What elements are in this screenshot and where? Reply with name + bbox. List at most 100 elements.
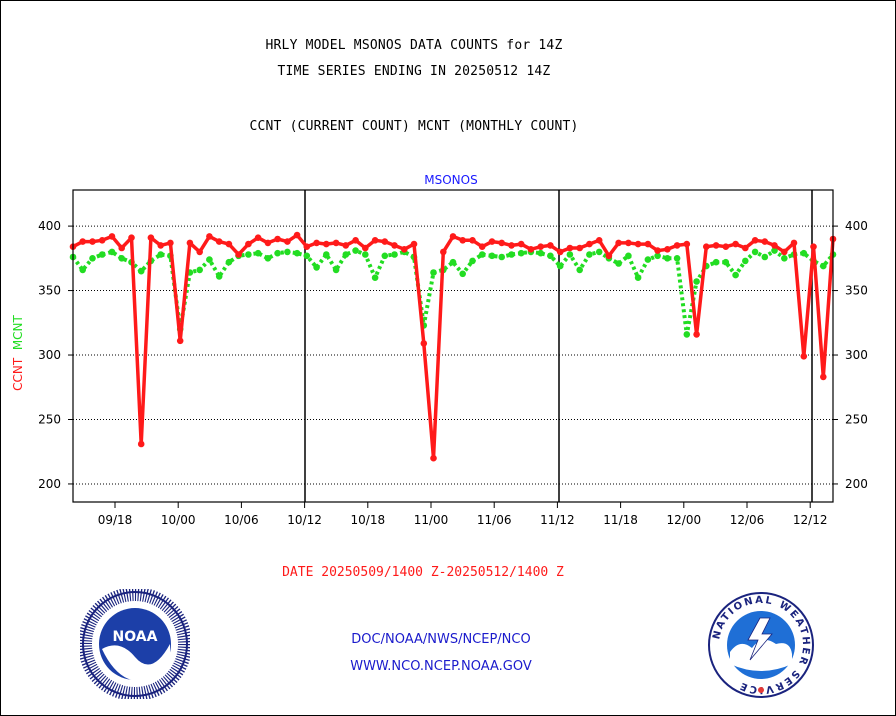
day-separators [304,190,813,502]
point-mcnt [478,251,486,258]
point-mcnt [673,254,681,262]
point-mcnt [79,266,86,274]
point-ccnt [693,331,700,338]
point-mcnt [556,262,564,270]
axes: 200 200 250 250 300 300 350 350 400 400 09/18 10/00… [38,189,868,527]
point-ccnt [254,234,262,241]
point-ccnt [98,237,106,244]
point-ccnt [352,237,359,244]
point-mcnt [245,251,252,258]
noaa-logo-text: NOAA [113,629,158,645]
point-ccnt [215,238,223,245]
x-tick-label: 11/06 [477,513,512,527]
point-ccnt [586,240,593,248]
point-ccnt [820,373,827,381]
point-ccnt [712,242,720,249]
point-mcnt [761,253,769,261]
point-mcnt [654,252,661,260]
point-mcnt [488,252,496,260]
point-ccnt [517,240,525,248]
point-mcnt [430,269,437,276]
point-mcnt [712,258,720,266]
point-ccnt [673,242,681,249]
chart-title-line3: CCNT (CURRENT COUNT) MCNT (MONTHLY COUNT… [249,119,579,134]
point-mcnt [722,258,730,266]
point-ccnt [742,244,749,252]
point-mcnt [586,251,593,258]
point-mcnt [644,256,652,263]
point-mcnt [254,249,262,257]
y-tick-label-right: 400 [845,219,868,233]
point-ccnt [371,237,379,244]
point-ccnt [566,244,574,252]
plot-border [72,189,834,503]
point-mcnt [352,247,359,254]
point-mcnt [449,258,457,266]
point-mcnt [137,267,145,275]
point-mcnt [469,257,476,265]
date-range-label: DATE 20250509/1400 Z-20250512/1400 Z [282,565,564,580]
point-ccnt [176,337,184,345]
point-mcnt [820,262,827,270]
point-ccnt [147,234,155,241]
point-ccnt [225,240,233,248]
point-mcnt [225,258,233,266]
point-mcnt [98,251,106,258]
point-mcnt [566,251,574,258]
point-ccnt [118,244,125,252]
point-ccnt [89,238,96,245]
y-tick-label-right: 300 [845,348,868,362]
point-ccnt [761,238,769,245]
point-mcnt [781,254,788,262]
point-ccnt [264,239,272,247]
point-ccnt [401,246,408,253]
x-tick-label: 09/18 [98,513,133,527]
series-lines [69,231,837,462]
point-mcnt [683,331,691,338]
footer-url[interactable]: WWW.NCO.NCEP.NOAA.GOV [350,659,532,674]
chart-title-line2: TIME SERIES ENDING IN 20250512 14Z [277,64,551,79]
y-tick-label-right: 200 [845,477,868,491]
point-mcnt [459,270,467,278]
x-tick-label: 10/18 [351,513,386,527]
x-tick-label: 10/06 [224,513,259,527]
point-ccnt [274,235,281,243]
noaa-logo: NOAA [80,589,190,699]
point-ccnt [449,233,457,240]
point-ccnt [245,240,252,248]
y-axis-label-mcnt: MCNT [11,315,25,351]
point-ccnt [722,243,730,250]
point-ccnt [167,239,174,247]
x-tick-label: 11/12 [540,513,575,527]
point-mcnt [89,254,96,262]
point-ccnt [595,237,603,244]
point-ccnt [605,252,613,260]
point-ccnt [206,233,213,240]
point-mcnt [615,260,622,267]
point-ccnt [537,243,544,250]
point-mcnt [800,249,808,257]
point-mcnt [732,271,739,279]
point-ccnt [313,239,320,247]
point-ccnt [527,246,535,253]
point-ccnt [79,238,86,245]
y-tick-label-left: 350 [38,284,61,298]
point-ccnt [508,242,515,249]
point-ccnt [683,240,691,248]
x-tick-label: 11/00 [414,513,449,527]
point-ccnt [186,239,194,247]
point-ccnt [547,242,554,249]
point-mcnt [664,254,671,262]
grid-lines [73,225,833,485]
point-ccnt [654,247,661,254]
x-tick-label: 12/06 [730,513,765,527]
point-ccnt [235,251,242,258]
plot-title: MSONOS [424,173,477,187]
y-axis-label-ccnt: CCNT [11,357,25,391]
x-tick-label: 11/18 [603,513,638,527]
point-mcnt [751,248,759,256]
point-ccnt [478,243,486,250]
point-mcnt [381,252,389,260]
point-mcnt [293,249,301,257]
